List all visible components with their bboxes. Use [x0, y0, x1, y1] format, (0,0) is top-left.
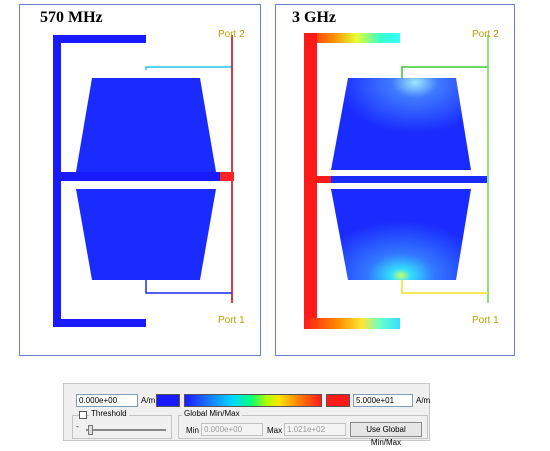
port-2-label: Port 2	[472, 29, 499, 40]
feed-gap-hotspot	[220, 172, 234, 181]
threshold-slider-track[interactable]	[86, 429, 166, 431]
colorbar-max-unit: A/m	[416, 396, 431, 405]
high-color-swatch[interactable]	[326, 394, 350, 407]
e-strip	[53, 35, 234, 327]
colorbar-control-panel: 0.000e+00 A/m 5.000e+01 A/m Threshold - …	[63, 383, 431, 447]
lower-patch	[76, 189, 216, 280]
field-panel-570mhz: 570 MHz Port 2 Port 1	[19, 4, 261, 356]
frequency-label: 570 MHz	[40, 9, 103, 26]
global-min-label: Min	[186, 426, 199, 435]
feed-line-bottom	[145, 277, 232, 294]
feed-line-bottom	[401, 280, 488, 294]
colorbar-min-input[interactable]: 0.000e+00	[76, 394, 138, 407]
e-strip-bottom	[304, 318, 400, 329]
global-min-input[interactable]: 0.000e+00	[201, 423, 263, 436]
use-global-minmax-button[interactable]: Use Global Min/Max	[350, 422, 422, 447]
feed-line-top	[145, 66, 232, 70]
upper-patch	[76, 78, 216, 172]
global-max-label: Max	[267, 426, 283, 435]
e-strip-top	[304, 33, 400, 43]
upper-patch	[331, 78, 471, 170]
colorbar-max-input[interactable]: 5.000e+01	[353, 394, 413, 407]
e-strip-middle	[317, 176, 487, 183]
feed-line-top	[401, 66, 488, 78]
low-color-swatch[interactable]	[156, 394, 180, 407]
e-strip-spine	[304, 33, 317, 329]
lower-patch	[331, 189, 471, 280]
field-plot-3ghz	[304, 33, 489, 329]
threshold-group	[72, 415, 172, 439]
colorbar-min-unit: A/m	[141, 396, 156, 405]
port-1-label: Port 1	[472, 315, 499, 326]
field-panel-3ghz: 3 GHz Port 2 Port 1	[275, 4, 515, 356]
global-minmax-group	[178, 415, 428, 439]
threshold-slider-thumb[interactable]	[88, 425, 93, 435]
global-max-input[interactable]: 1.021e+02	[284, 423, 346, 436]
threshold-slider-value: -	[76, 422, 79, 431]
middle-hotspot	[317, 176, 331, 183]
threshold-label: Threshold	[89, 409, 129, 418]
frequency-label: 3 GHz	[292, 9, 336, 26]
field-plot-570mhz	[53, 35, 234, 327]
port-1-label: Port 1	[218, 315, 245, 326]
global-minmax-title: Global Min/Max	[182, 409, 242, 418]
colorbar-gradient	[184, 394, 322, 407]
port-2-label: Port 2	[218, 29, 245, 40]
threshold-checkbox[interactable]	[79, 411, 87, 419]
